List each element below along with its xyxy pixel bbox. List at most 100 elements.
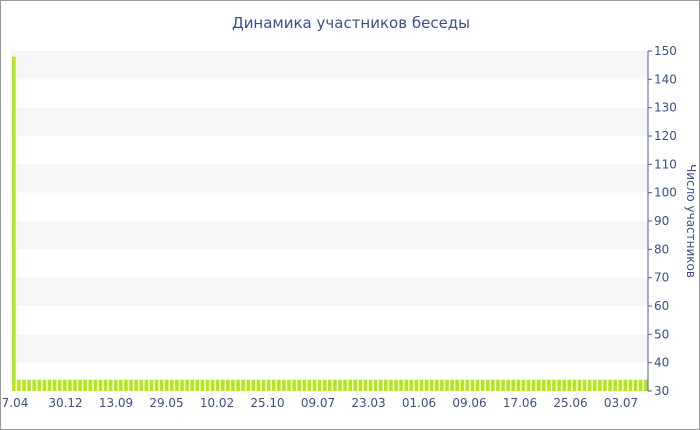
x-tick-label: 01.06 (402, 396, 436, 410)
bar (638, 379, 643, 391)
bar (190, 379, 195, 391)
x-ticks: 7.04 30.12 13.09 29.05 10.02 25.10 09.07 23.03 0… (2, 396, 639, 410)
bar (378, 379, 383, 391)
y-tick-label: 70 (654, 271, 669, 285)
x-tick-label: 09.06 (452, 396, 486, 410)
bar (343, 379, 347, 391)
x-tick-label: 03.07 (604, 396, 638, 410)
x-tick-label: 23.03 (351, 396, 385, 410)
bar (175, 379, 179, 391)
bar (287, 379, 291, 391)
bar (618, 379, 623, 391)
bar (572, 379, 577, 391)
bar (399, 379, 403, 391)
bar (414, 379, 419, 391)
bar (582, 379, 587, 391)
bar (516, 379, 521, 391)
bar (32, 379, 37, 391)
bar (27, 379, 31, 391)
bar (429, 379, 434, 391)
bar (261, 379, 266, 391)
bar (450, 379, 454, 391)
bar (251, 379, 256, 391)
bar (231, 379, 235, 391)
bar (210, 379, 215, 391)
bar (139, 379, 144, 391)
bar (83, 379, 88, 391)
bar (164, 379, 169, 391)
y-tick-label: 40 (654, 356, 669, 370)
bar (22, 379, 26, 391)
bar (302, 379, 307, 391)
grid-band (11, 107, 648, 136)
bar (17, 379, 21, 391)
bar (562, 379, 567, 391)
bar (506, 379, 510, 391)
bar (271, 379, 276, 391)
bar (480, 379, 485, 391)
bar (547, 379, 551, 391)
bar (195, 379, 200, 391)
bar (353, 379, 358, 391)
x-tick-label: 13.09 (99, 396, 133, 410)
x-tick-label: 30.12 (48, 396, 82, 410)
bar (470, 379, 475, 391)
bar (623, 379, 628, 391)
bar (384, 379, 388, 391)
bar (434, 379, 439, 391)
bar (541, 379, 546, 391)
bar (103, 379, 108, 391)
y-tick-label: 100 (654, 186, 677, 200)
y-tick-label: 60 (654, 299, 669, 313)
bar (598, 379, 602, 391)
bar (276, 379, 281, 391)
bar (134, 379, 138, 391)
bar (419, 379, 424, 391)
x-tick-label: 7.04 (2, 396, 29, 410)
bar (144, 379, 149, 391)
y-tick-label: 80 (654, 242, 669, 256)
y-axis-title: Число участников (684, 164, 698, 278)
grid-band (11, 221, 648, 250)
bar (236, 379, 240, 391)
bar (169, 379, 174, 391)
bar (307, 379, 312, 391)
bar (241, 379, 245, 391)
bar (266, 379, 271, 391)
grid-bands (11, 51, 648, 363)
bar (317, 379, 322, 391)
bars-group (12, 56, 648, 392)
y-tick-label: 120 (654, 129, 677, 143)
bar (409, 379, 414, 391)
grid-band (11, 164, 648, 193)
bar (363, 379, 368, 391)
bar (526, 379, 531, 391)
bar (124, 379, 128, 391)
x-tick-label: 10.02 (200, 396, 234, 410)
grid-band (11, 334, 648, 363)
bar (552, 379, 556, 391)
bar (205, 379, 210, 391)
bar (404, 379, 409, 391)
bar (485, 379, 490, 391)
bar (322, 379, 327, 391)
bar (200, 379, 205, 391)
bar (338, 379, 342, 391)
bar (445, 379, 449, 391)
bar (603, 379, 607, 391)
bar (73, 379, 77, 391)
bar (57, 379, 62, 391)
bar (358, 379, 363, 391)
bar (389, 379, 393, 391)
bar (536, 379, 541, 391)
bar (613, 379, 617, 391)
bar (12, 56, 16, 392)
bar (108, 379, 113, 391)
grid-band (11, 277, 648, 306)
bar (226, 379, 230, 391)
x-tick-label: 29.05 (149, 396, 183, 410)
bar (521, 379, 526, 391)
bar (368, 379, 373, 391)
bar (496, 379, 500, 391)
